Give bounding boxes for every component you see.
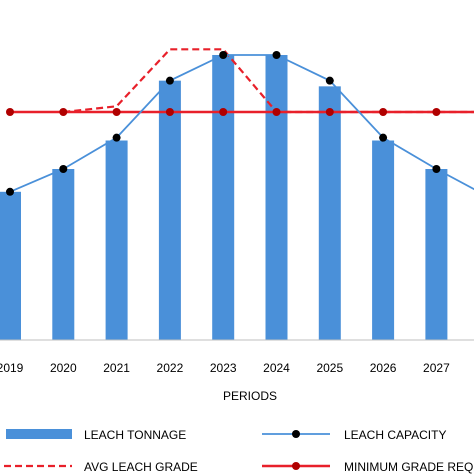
- x-tick-2025: 2025: [316, 361, 343, 375]
- bar-series: [0, 55, 448, 341]
- leach-capacity-point-2024: [272, 51, 281, 59]
- x-tick-2026: 2026: [370, 361, 397, 375]
- leach-capacity-point-2026: [379, 133, 388, 142]
- legend-label-leach-capacity: LEACH CAPACITY: [344, 428, 446, 442]
- minimum-grade-point-2020: [59, 108, 68, 116]
- minimum-grade-point-2024: [272, 108, 281, 116]
- x-axis-title: PERIODS: [223, 389, 277, 403]
- legend-swatch-leach-tonnage: [6, 429, 72, 439]
- legend-label-leach-tonnage: LEACH TONNAGE: [84, 428, 186, 442]
- x-tick-2027: 2027: [423, 361, 450, 375]
- legend-marker-minimum-grade: [292, 462, 300, 470]
- minimum-grade-point-2023: [219, 108, 228, 116]
- x-tick-2024: 2024: [263, 361, 290, 375]
- x-tick-2022: 2022: [157, 361, 184, 375]
- bar-2024: [265, 55, 288, 340]
- minimum-grade-point-2019: [6, 108, 14, 116]
- bar-2026: [372, 140, 395, 340]
- leach-capacity-point-2020: [59, 165, 68, 173]
- bar-2027: [425, 169, 448, 340]
- legend-label-minimum-grade: MINIMUM GRADE REQ: [344, 460, 473, 474]
- x-tick-2021: 2021: [103, 361, 130, 375]
- line-series: [6, 48, 474, 196]
- legend-marker-leach-capacity: [292, 430, 300, 438]
- leach-capacity-point-2025: [325, 76, 334, 85]
- leach-capacity-point-2021: [112, 133, 121, 142]
- x-tick-2020: 2020: [50, 361, 77, 375]
- bar-2022: [158, 80, 181, 341]
- bar-2019: [0, 191, 21, 340]
- leach-capacity-point-2022: [165, 76, 174, 85]
- minimum-grade-point-2021: [112, 108, 121, 116]
- legend-label-avg-leach-grade: AVG LEACH GRADE: [84, 460, 198, 474]
- minimum-grade-point-2027: [432, 108, 441, 116]
- leach-capacity-point-2027: [432, 165, 441, 173]
- bar-2020: [52, 169, 75, 340]
- bar-2021: [105, 140, 128, 340]
- legend: LEACH TONNAGE LEACH CAPACITY AVG LEACH GRA…: [4, 428, 473, 474]
- x-tick-labels: 2019202020212022202320242025202620272028: [0, 361, 450, 375]
- bar-2023: [212, 55, 235, 340]
- minimum-grade-point-2026: [379, 108, 388, 116]
- leach-capacity-point-2023: [219, 51, 228, 59]
- minimum-grade-point-2022: [165, 108, 174, 116]
- leach-capacity-point-2019: [6, 187, 14, 196]
- x-tick-2023: 2023: [210, 361, 237, 375]
- minimum-grade-point-2025: [325, 108, 334, 116]
- leach-capacity-line: [9, 54, 474, 193]
- bar-2025: [318, 86, 341, 340]
- x-tick-2019: 2019: [0, 361, 24, 375]
